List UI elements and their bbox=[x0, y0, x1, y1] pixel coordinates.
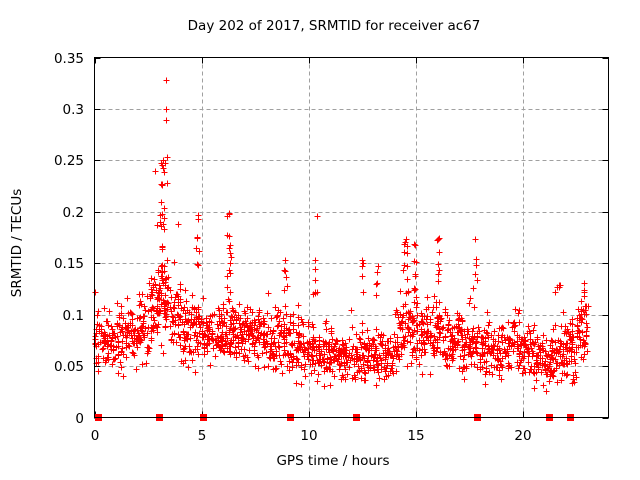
y-tick-label: 0.15 bbox=[54, 256, 84, 272]
y-tick-label: 0.05 bbox=[54, 359, 84, 375]
y-tick-label: 0.3 bbox=[63, 102, 84, 118]
plot-border bbox=[94, 57, 609, 418]
x-tick-label: 10 bbox=[300, 428, 317, 444]
y-tick-label: 0 bbox=[75, 411, 84, 427]
y-tick-label: 0.2 bbox=[63, 205, 84, 221]
y-tick-label: 0.25 bbox=[54, 153, 84, 169]
x-tick-label: 20 bbox=[514, 428, 531, 444]
y-tick-label: 0.1 bbox=[63, 308, 84, 324]
x-tick-label: 0 bbox=[91, 428, 100, 444]
x-axis-label: GPS time / hours bbox=[276, 453, 390, 469]
scatter-points bbox=[92, 77, 592, 395]
x-tick-label: 5 bbox=[198, 428, 207, 444]
chart-title: Day 202 of 2017, SRMTID for receiver ac6… bbox=[187, 18, 481, 34]
y-tick-label: 0.35 bbox=[54, 51, 84, 67]
x-tick-label: 15 bbox=[407, 428, 424, 444]
